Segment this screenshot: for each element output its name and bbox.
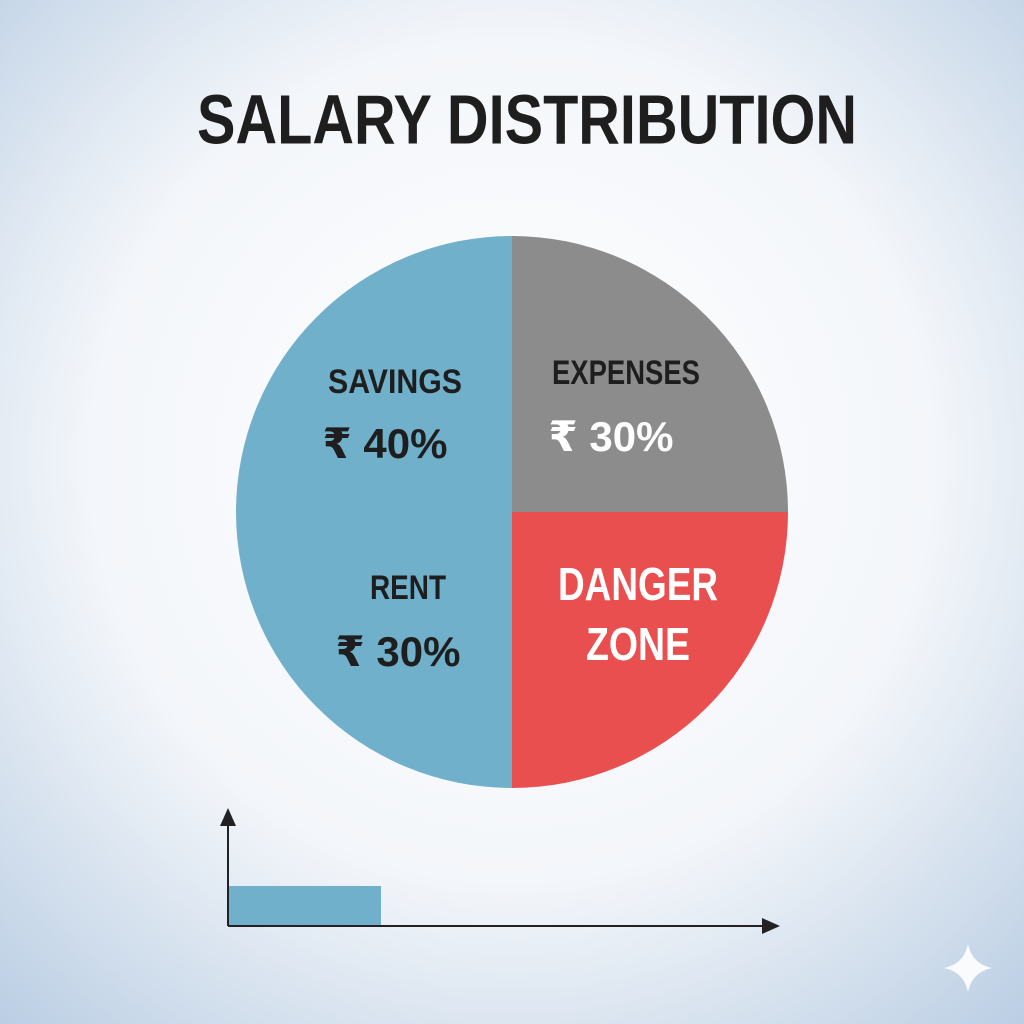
segment-label: ZONE — [586, 618, 690, 670]
mini-bar — [228, 886, 381, 926]
sparkle-icon — [944, 944, 992, 992]
segment-label: DANGER — [558, 558, 718, 610]
segment-label: EXPENSES — [552, 354, 700, 392]
segment-label: RENT — [370, 569, 446, 607]
segment-amount: ₹ 30% — [549, 413, 674, 460]
segment-amount: ₹ 40% — [323, 420, 448, 467]
segment-label: SAVINGS — [328, 363, 462, 401]
segment-amount: ₹ 30% — [336, 628, 461, 675]
pie-slice-gray — [512, 236, 788, 512]
pie-slice-blue — [236, 236, 512, 788]
title: SALARY DISTRIBUTION — [197, 80, 857, 158]
pie-slice-red — [512, 512, 788, 788]
